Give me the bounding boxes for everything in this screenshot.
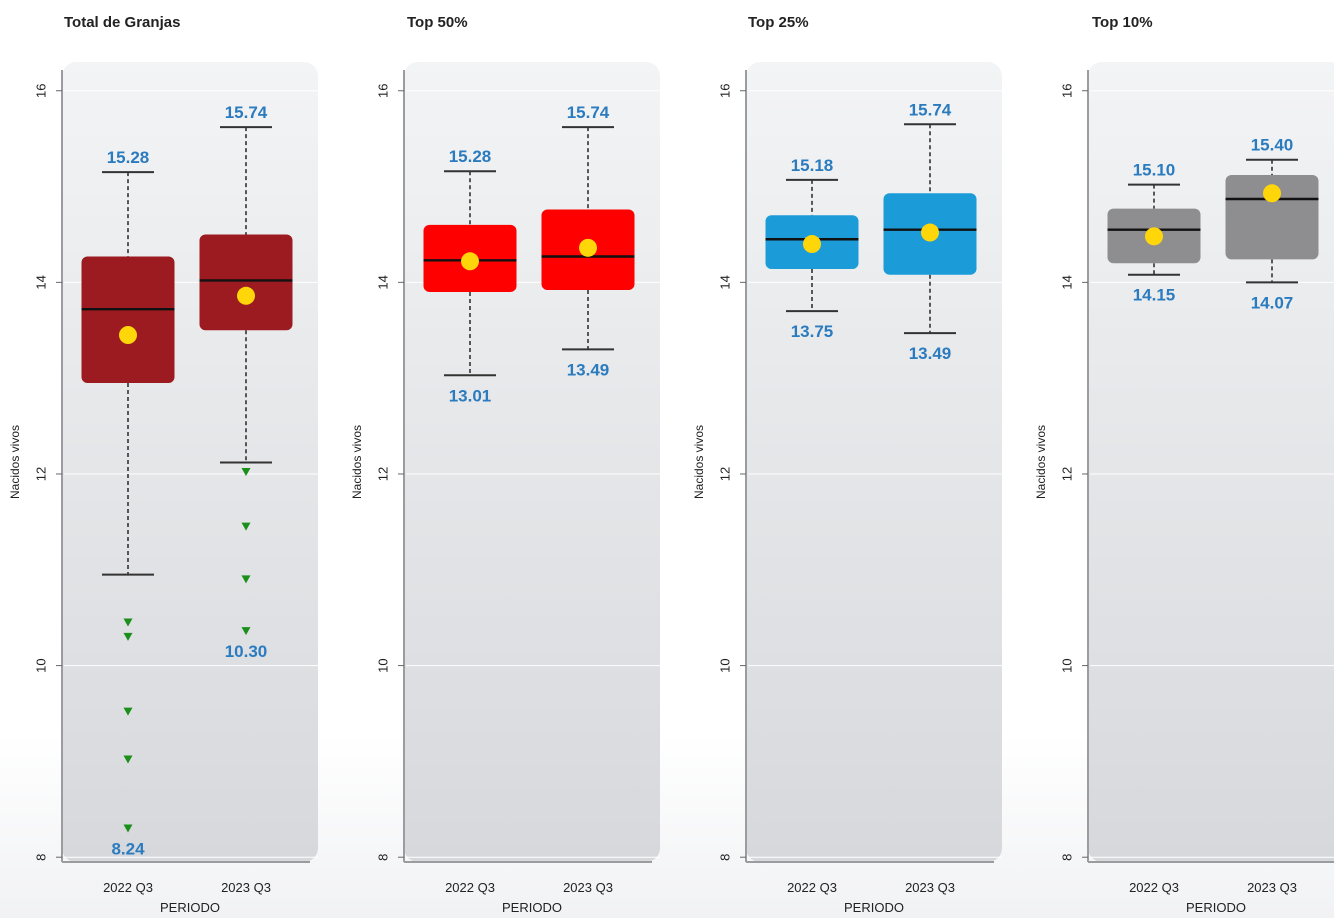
mean-marker [119,326,137,345]
y-axis-label: Nacidos vivos [350,425,364,499]
mean-marker [461,252,479,271]
y-tick-label: 14 [375,275,390,289]
y-tick-label: 14 [33,275,48,289]
x-tick-label: 2022 Q3 [1129,880,1179,895]
y-tick-label: 16 [717,84,732,98]
value-label-low: 13.01 [449,386,492,405]
outlier-marker [123,755,133,764]
plot-area [62,62,318,862]
y-axis-label: Nacidos vivos [8,425,22,499]
y-tick-label: 12 [717,467,732,481]
y-tick-label: 10 [33,658,48,672]
x-tick-label: 2023 Q3 [221,880,271,895]
mean-marker [579,238,597,257]
value-label-high: 15.28 [107,148,150,167]
y-tick-label: 16 [33,84,48,98]
panel-title-top50: Top 50% [407,14,468,31]
x-axis-label: PERIODO [502,900,562,915]
value-label-low: 14.07 [1251,293,1294,312]
panel-title-top10: Top 10% [1092,14,1153,31]
y-tick-label: 10 [375,658,390,672]
box [199,234,293,331]
box [81,256,175,383]
value-label-high: 15.18 [791,156,834,175]
panel-title-total: Total de Granjas [64,14,181,31]
y-axis-label: Nacidos vivos [692,425,706,499]
x-tick-label: 2022 Q3 [787,880,837,895]
y-tick-label: 8 [717,854,732,861]
y-tick-label: 12 [375,467,390,481]
value-label-high: 15.74 [909,100,952,119]
panel-title-top25: Top 25% [748,14,809,31]
y-tick-label: 14 [717,275,732,289]
outlier-marker [241,627,251,636]
y-axis-label: Nacidos vivos [1034,425,1048,499]
y-tick-label: 16 [1059,84,1074,98]
x-tick-label: 2022 Q3 [445,880,495,895]
y-tick-label: 8 [33,854,48,861]
outlier-marker [123,632,133,641]
outlier-marker [241,575,251,584]
plot-area [746,62,1002,862]
mean-marker [1145,227,1163,246]
y-tick-label: 8 [1059,854,1074,861]
outlier-marker [123,824,133,833]
y-tick-label: 8 [375,854,390,861]
value-label-high: 15.74 [225,103,268,122]
value-label-low: 13.75 [791,322,834,341]
y-tick-label: 12 [33,467,48,481]
value-label-low: 8.24 [111,839,145,858]
y-tick-label: 10 [1059,658,1074,672]
value-label-low: 14.15 [1133,286,1176,305]
x-tick-label: 2022 Q3 [103,880,153,895]
mean-marker [921,223,939,242]
x-tick-label: 2023 Q3 [1247,880,1297,895]
y-tick-label: 14 [1059,275,1074,289]
y-tick-label: 12 [1059,467,1074,481]
outlier-marker [123,707,133,716]
x-axis-label: PERIODO [1186,900,1246,915]
mean-marker [1263,184,1281,203]
mean-marker [803,235,821,254]
value-label-high: 15.28 [449,147,492,166]
mean-marker [237,286,255,305]
y-tick-label: 16 [375,84,390,98]
x-tick-label: 2023 Q3 [905,880,955,895]
x-axis-label: PERIODO [160,900,220,915]
value-label-high: 15.74 [567,103,610,122]
value-label-high: 15.10 [1133,161,1176,180]
value-label-low: 13.49 [567,360,610,379]
outlier-marker [123,618,133,627]
plot-area [404,62,660,862]
value-label-low: 10.30 [225,642,268,661]
outlier-marker [241,468,251,477]
box [1225,175,1319,260]
x-axis-label: PERIODO [844,900,904,915]
y-tick-label: 10 [717,658,732,672]
value-label-high: 15.40 [1251,136,1294,155]
outlier-marker [241,522,251,531]
value-label-low: 13.49 [909,344,952,363]
x-tick-label: 2023 Q3 [563,880,613,895]
